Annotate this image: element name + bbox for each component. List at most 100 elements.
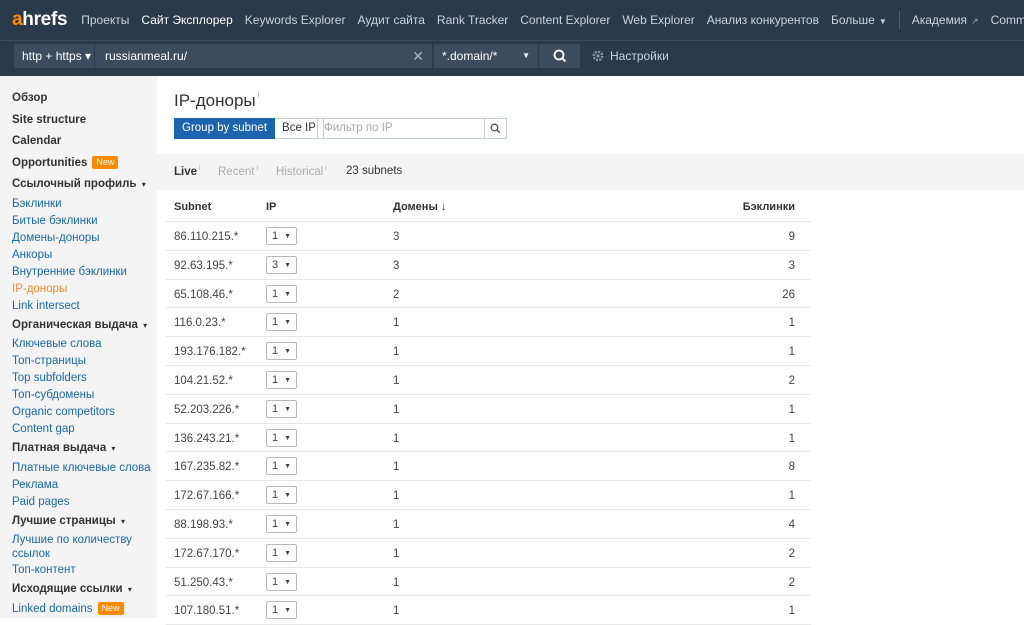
ip-count-select[interactable]: 1 ▼: [266, 572, 297, 591]
backlinks-cell[interactable]: 2: [788, 374, 795, 387]
tab-historical[interactable]: Historical i: [276, 165, 327, 178]
tab-live[interactable]: Live i: [174, 165, 201, 178]
ip-count-select[interactable]: 3 ▼: [266, 255, 297, 274]
sidebar-item-overview[interactable]: Обзор: [12, 92, 48, 104]
ip-count-select[interactable]: 1 ▼: [266, 227, 297, 245]
nav-rank-tracker[interactable]: Rank Tracker: [436, 13, 509, 27]
nav-web-explorer[interactable]: Web Explorer: [622, 13, 695, 27]
search-button[interactable]: [538, 44, 580, 68]
header-backlinks[interactable]: Бэклинки: [742, 201, 795, 213]
sidebar-item-internal-backlinks[interactable]: Внутренние бэклинки: [12, 265, 127, 278]
all-ip-button[interactable]: Все IP: [275, 118, 324, 139]
gear-icon: [592, 50, 604, 62]
ip-count-value: 1: [272, 575, 279, 588]
settings-button[interactable]: Настройки: [592, 49, 669, 63]
ahrefs-logo[interactable]: a hrefs: [12, 9, 68, 31]
protocol-select[interactable]: http + https ▾: [14, 44, 94, 68]
ip-count-select[interactable]: 1 ▼: [266, 284, 297, 303]
sidebar-item-top-content[interactable]: Топ-контент: [12, 564, 76, 576]
sidebar-group-organic[interactable]: Органическая выдача ▾: [12, 315, 157, 337]
backlinks-cell[interactable]: 2: [788, 576, 795, 589]
nav-competitor-analysis[interactable]: Анализ конкурентов: [706, 13, 819, 27]
backlinks-cell[interactable]: 1: [788, 403, 795, 416]
sidebar-item-organic-competitors[interactable]: Organic competitors: [12, 406, 115, 418]
ip-count-value: 1: [272, 460, 279, 473]
sidebar-item-site-structure[interactable]: Site structure: [12, 113, 87, 126]
backlinks-cell[interactable]: 8: [788, 461, 795, 474]
ip-count-select[interactable]: 1 ▼: [266, 370, 297, 389]
nav-content-explorer[interactable]: Content Explorer: [520, 13, 611, 27]
nav-more[interactable]: Больше ▼: [831, 13, 887, 27]
backlinks-cell[interactable]: 2: [788, 547, 795, 560]
ip-filter-input[interactable]: Фильтр по IP: [317, 118, 485, 139]
sidebar-group-outgoing[interactable]: Исходящие ссылки ▾: [12, 579, 157, 601]
ip-count-select[interactable]: 1 ▼: [266, 543, 297, 562]
sidebar-item-linked-domains[interactable]: Linked domains New: [12, 601, 157, 618]
header-domains[interactable]: Домены ↓: [393, 201, 447, 213]
nav-site-audit[interactable]: Аудит сайта: [357, 13, 425, 27]
nav-academy[interactable]: Академия ↗: [912, 13, 979, 27]
info-icon[interactable]: i: [257, 90, 260, 99]
nav-community[interactable]: Community↗: [991, 13, 1024, 27]
sidebar-group-best-pages[interactable]: Лучшие страницы ▾: [12, 511, 157, 533]
nav-site-explorer[interactable]: Сайт Эксплорер: [141, 13, 233, 27]
ip-count-select[interactable]: 1 ▼: [266, 486, 297, 505]
group-by-subnet-button[interactable]: Group by subnet: [174, 118, 276, 139]
sidebar-item-paid-keywords[interactable]: Платные ключевые слова: [12, 461, 151, 474]
backlinks-cell[interactable]: 1: [788, 605, 795, 618]
domains-cell: 1: [393, 374, 400, 387]
sidebar-item-backlinks[interactable]: Бэклинки: [12, 197, 62, 210]
sidebar-item-referring-domains[interactable]: Домены-доноры: [12, 231, 100, 244]
sidebar-item-best-by-links[interactable]: Лучшие по количеству ссылок: [12, 534, 132, 560]
backlinks-cell[interactable]: 1: [788, 432, 795, 445]
nav-projects[interactable]: Проекты: [81, 13, 130, 27]
ip-count-select[interactable]: 1 ▼: [266, 313, 297, 332]
logo-rest: hrefs: [22, 9, 68, 30]
backlinks-cell[interactable]: 9: [788, 231, 795, 243]
sidebar-item-ads[interactable]: Реклама: [12, 478, 59, 491]
ip-count-select[interactable]: 1 ▼: [266, 514, 297, 533]
mode-select[interactable]: *.domain/* ▼: [433, 44, 538, 68]
sidebar-item-opportunities[interactable]: Opportunities New: [12, 153, 157, 175]
sidebar-group-label: Исходящие ссылки: [12, 583, 123, 595]
domains-cell: 1: [393, 403, 400, 416]
backlinks-cell[interactable]: 1: [788, 346, 795, 359]
backlinks-cell[interactable]: 3: [788, 259, 795, 272]
backlinks-cell[interactable]: 26: [782, 288, 795, 301]
sidebar-item-referring-ips[interactable]: IP-доноры: [12, 282, 68, 295]
sidebar-group-link-profile[interactable]: Ссылочный профиль ▾: [12, 174, 157, 196]
table-row: 172.67.170.* 1 ▼ 1 2: [166, 539, 811, 568]
sidebar-item-paid-pages[interactable]: Paid pages: [12, 495, 70, 508]
sidebar-item-link-intersect[interactable]: Link intersect: [12, 299, 80, 312]
sidebar-item-organic-keywords[interactable]: Ключевые слова: [12, 338, 102, 350]
backlinks-cell[interactable]: 1: [788, 490, 795, 503]
chevron-down-icon: ▼: [284, 348, 291, 356]
ip-count-select[interactable]: 1 ▼: [266, 601, 297, 620]
backlinks-cell[interactable]: 1: [788, 317, 795, 330]
ip-count-select[interactable]: 1 ▼: [266, 342, 297, 361]
filter-search-button[interactable]: [485, 118, 507, 139]
tab-recent[interactable]: Recent i: [218, 165, 258, 178]
sidebar-item-top-pages[interactable]: Топ-страницы: [12, 355, 87, 367]
nav-items: Проекты Сайт Эксплорер Keywords Explorer…: [81, 0, 1024, 40]
ip-count-select[interactable]: 1 ▼: [266, 428, 297, 447]
clear-icon[interactable]: ✕: [412, 48, 424, 64]
sidebar-item-calendar[interactable]: Calendar: [12, 135, 62, 147]
sidebar-group-paid[interactable]: Платная выдача ▾: [12, 438, 157, 460]
sidebar-item-content-gap[interactable]: Content gap: [12, 423, 75, 435]
sidebar-item-anchors[interactable]: Анкоры: [12, 248, 53, 261]
sidebar-item-top-subfolders[interactable]: Top subfolders: [12, 372, 87, 384]
target-url-input[interactable]: russianmeal.ru/ ✕: [94, 44, 432, 68]
table-row: 86.110.215.* 1 ▼ 3 9: [166, 222, 811, 251]
table-row: 92.63.195.* 3 ▼ 3 3: [166, 251, 811, 280]
sidebar-item-top-subdomains[interactable]: Топ-субдомены: [12, 389, 95, 401]
backlinks-cell[interactable]: 4: [788, 518, 795, 531]
header-ip[interactable]: IP: [266, 201, 277, 213]
ip-count-select[interactable]: 1 ▼: [266, 399, 297, 418]
header-subnet[interactable]: Subnet: [174, 201, 212, 213]
chevron-down-icon: ▾: [127, 585, 132, 594]
sidebar-item-broken-backlinks[interactable]: Битые бэклинки: [12, 214, 98, 227]
ip-count-select[interactable]: 1 ▼: [266, 457, 297, 476]
nav-keywords-explorer[interactable]: Keywords Explorer: [244, 13, 346, 27]
nav-more-label: Больше: [830, 13, 875, 27]
